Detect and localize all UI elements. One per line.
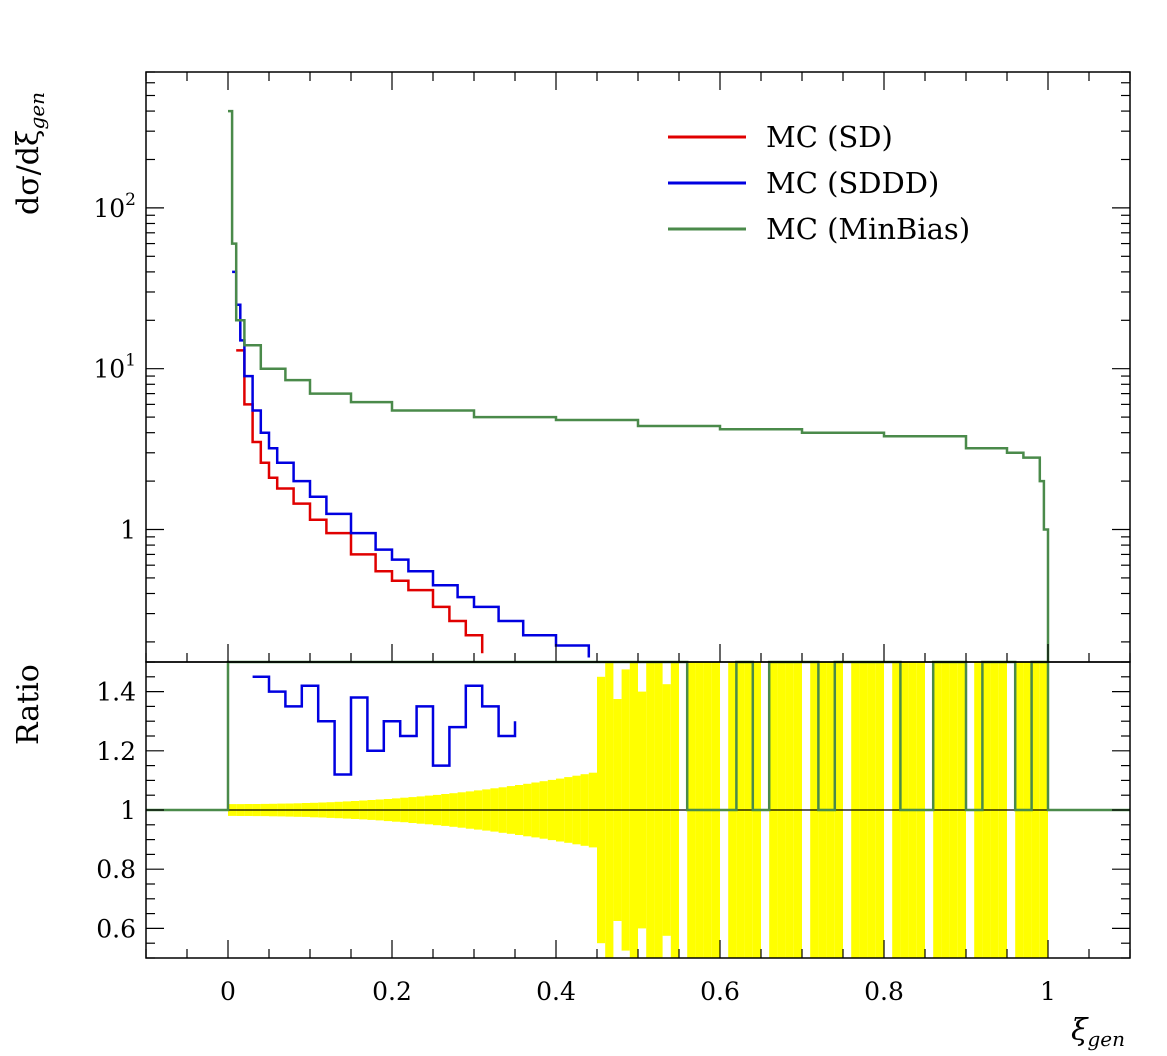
ratio-series-line-0 — [252, 675, 517, 776]
main-series-line-0 — [236, 349, 484, 654]
x-tick-label: 0 — [220, 977, 236, 1006]
ratio-y-tick-label: 0.6 — [96, 914, 136, 943]
main-series-line-1 — [232, 270, 591, 658]
x-tick-label: 0.2 — [372, 977, 412, 1006]
main-series-line-2 — [228, 109, 1050, 662]
main-series-lines — [228, 109, 1050, 662]
x-tick-label: 1 — [1040, 977, 1056, 1006]
main-y-axis: 1 101 102 — [93, 71, 1130, 643]
legend: MC (SD) MC (SDDD) MC (MinBias) — [668, 120, 970, 246]
ratio-y-tick-label: 1.2 — [96, 737, 136, 766]
x-axis-title-text: ξ — [1071, 1013, 1089, 1048]
legend-label: MC (MinBias) — [766, 212, 970, 246]
main-y-tick-label: 1 — [120, 516, 136, 545]
main-y-tick-label: 101 — [93, 351, 136, 384]
main-y-axis-title-sub: gen — [25, 92, 49, 130]
main-y-axis-title: dσ/dξgen — [11, 92, 49, 215]
main-plot-frame — [145, 71, 1131, 663]
x-axis-title: ξgen — [1071, 1013, 1125, 1051]
ratio-y-tick-label: 1.4 — [96, 678, 136, 707]
x-tick-label: 0.6 — [700, 977, 740, 1006]
x-axis-title-sub: gen — [1087, 1027, 1125, 1051]
x-axis: 0 0.2 0.4 0.6 0.8 1 — [145, 72, 1131, 1006]
ratio-y-tick-label: 1 — [120, 796, 136, 825]
main-y-tick-label: 102 — [93, 190, 136, 223]
legend-label: MC (SDDD) — [766, 166, 939, 200]
ratio-y-axis-title: Ratio — [11, 664, 46, 745]
main-y-axis-title-text: dσ/dξ — [11, 129, 46, 215]
x-tick-label: 0.8 — [864, 977, 904, 1006]
ratio-y-tick-label: 0.8 — [96, 855, 136, 884]
ratio-y-axis: 0.6 0.8 1 1.2 1.4 — [96, 661, 1130, 959]
x-tick-label: 0.4 — [536, 977, 576, 1006]
legend-label: MC (SD) — [766, 120, 893, 154]
